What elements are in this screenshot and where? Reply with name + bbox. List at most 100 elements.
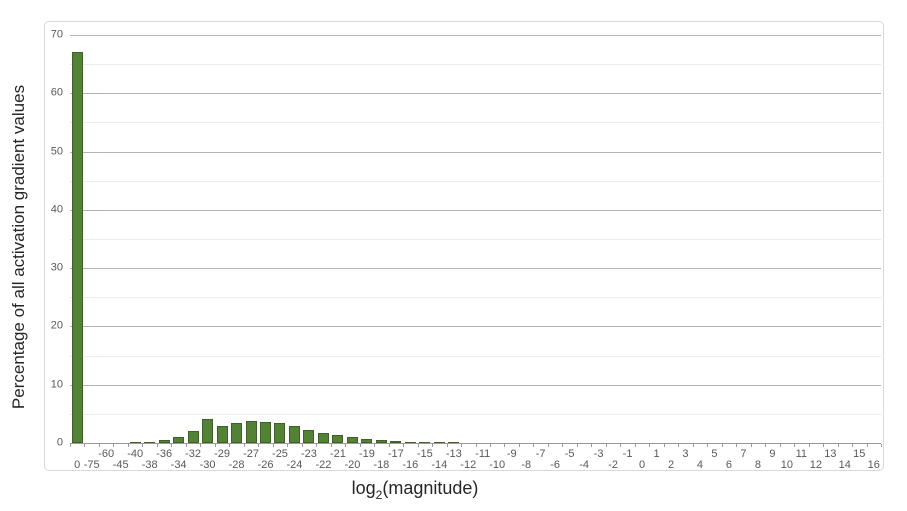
x-tick-label: 0 <box>74 459 81 471</box>
gridline-40 <box>70 209 881 211</box>
axis-tick <box>649 444 651 447</box>
gridline-70 <box>70 35 881 36</box>
axis-tick <box>142 444 144 447</box>
x-axis-line <box>70 443 881 444</box>
x-tick-label: -26 <box>257 459 274 471</box>
axis-tick <box>446 444 448 447</box>
x-tick-label: -3 <box>593 448 604 460</box>
axis-tick <box>301 444 303 447</box>
axis-tick <box>388 444 390 447</box>
x-tick-label: -21 <box>329 448 346 460</box>
axis-tick <box>374 444 376 447</box>
bar--38 <box>144 441 156 443</box>
bar--27 <box>245 420 257 443</box>
x-tick-label: 13 <box>824 448 837 460</box>
axis-tick <box>533 444 535 447</box>
axis-tick <box>881 444 882 447</box>
y-tick-label: 10 <box>50 378 63 391</box>
gridline-5 <box>70 413 881 415</box>
x-tick-label: -24 <box>286 459 303 471</box>
x-tick-label: -14 <box>431 459 448 471</box>
bar--24 <box>288 425 300 443</box>
axis-tick <box>84 444 86 447</box>
axis-tick <box>214 444 216 447</box>
x-tick-label: -19 <box>358 448 375 460</box>
x-tick-label: 9 <box>769 448 776 460</box>
y-tick-label: 30 <box>50 261 63 274</box>
bar--16 <box>404 441 416 443</box>
axis-tick <box>794 444 796 447</box>
gridline-60 <box>70 93 881 95</box>
x-tick-label: 0 <box>638 459 646 471</box>
axis-tick <box>316 444 318 447</box>
axis-tick <box>852 444 854 447</box>
x-tick-label: 6 <box>725 459 732 471</box>
axis-tick <box>837 444 839 447</box>
x-axis-title-sub: 2 <box>375 487 383 502</box>
x-tick-label: -7 <box>535 448 546 460</box>
axis-tick <box>547 444 549 447</box>
x-tick-label: -8 <box>521 459 532 471</box>
axis-tick <box>330 444 332 447</box>
x-tick-label: -45 <box>112 459 129 471</box>
axis-tick <box>808 444 810 447</box>
x-tick-label: 12 <box>809 459 822 471</box>
bar--21 <box>332 435 344 443</box>
x-tick-label: -11 <box>475 448 491 460</box>
x-axis-title-post: (magnitude) <box>382 478 479 499</box>
bar--18 <box>375 440 387 443</box>
x-tick-label: -28 <box>228 459 245 471</box>
gridline-15 <box>70 355 881 357</box>
gridline-45 <box>70 180 881 182</box>
axis-tick <box>605 444 607 447</box>
axis-tick <box>127 444 129 447</box>
gridline-55 <box>70 122 881 124</box>
y-tick-label: 60 <box>50 86 63 99</box>
axis-tick <box>779 444 781 447</box>
axis-tick <box>417 444 419 447</box>
x-tick-label: -20 <box>344 459 361 471</box>
bar-0 <box>71 52 83 443</box>
bar--36 <box>158 440 170 443</box>
bar--26 <box>260 422 271 443</box>
axis-tick <box>562 444 564 447</box>
axis-tick <box>707 444 709 447</box>
gridline-10 <box>70 384 881 386</box>
x-tick-label: -1 <box>622 448 633 460</box>
gridline-20 <box>70 326 881 328</box>
x-tick-label: -29 <box>214 448 231 460</box>
axis-tick <box>736 444 738 447</box>
axis-tick <box>185 444 187 447</box>
axis-tick <box>359 444 361 447</box>
bar--22 <box>317 433 329 443</box>
axis-tick <box>243 444 245 447</box>
bar--13 <box>448 442 460 444</box>
x-tick-label: 2 <box>667 459 675 471</box>
x-tick-label: -15 <box>416 448 433 460</box>
axis-tick <box>518 444 520 447</box>
axis-tick <box>663 444 665 447</box>
y-tick-label: 50 <box>50 145 63 158</box>
x-tick-label: 16 <box>867 459 880 471</box>
x-tick-label: -34 <box>170 459 187 471</box>
bar--32 <box>187 431 199 443</box>
x-tick-label: -25 <box>272 448 288 460</box>
axis-tick <box>721 444 723 447</box>
x-tick-label: -23 <box>301 448 317 460</box>
y-tick-label: 70 <box>50 28 63 41</box>
x-tick-label: 5 <box>711 448 718 460</box>
x-tick-label: 8 <box>754 459 761 471</box>
axis-tick <box>504 444 506 447</box>
bar--14 <box>433 442 445 444</box>
axis-tick <box>750 444 752 447</box>
y-tick-label: 0 <box>56 436 63 449</box>
axis-tick <box>200 444 202 447</box>
axis-tick <box>765 444 767 447</box>
axis-tick <box>287 444 289 447</box>
axis-tick <box>98 444 100 447</box>
x-tick-label: 7 <box>740 448 747 460</box>
axis-tick <box>823 444 825 447</box>
axis-tick <box>403 444 405 447</box>
